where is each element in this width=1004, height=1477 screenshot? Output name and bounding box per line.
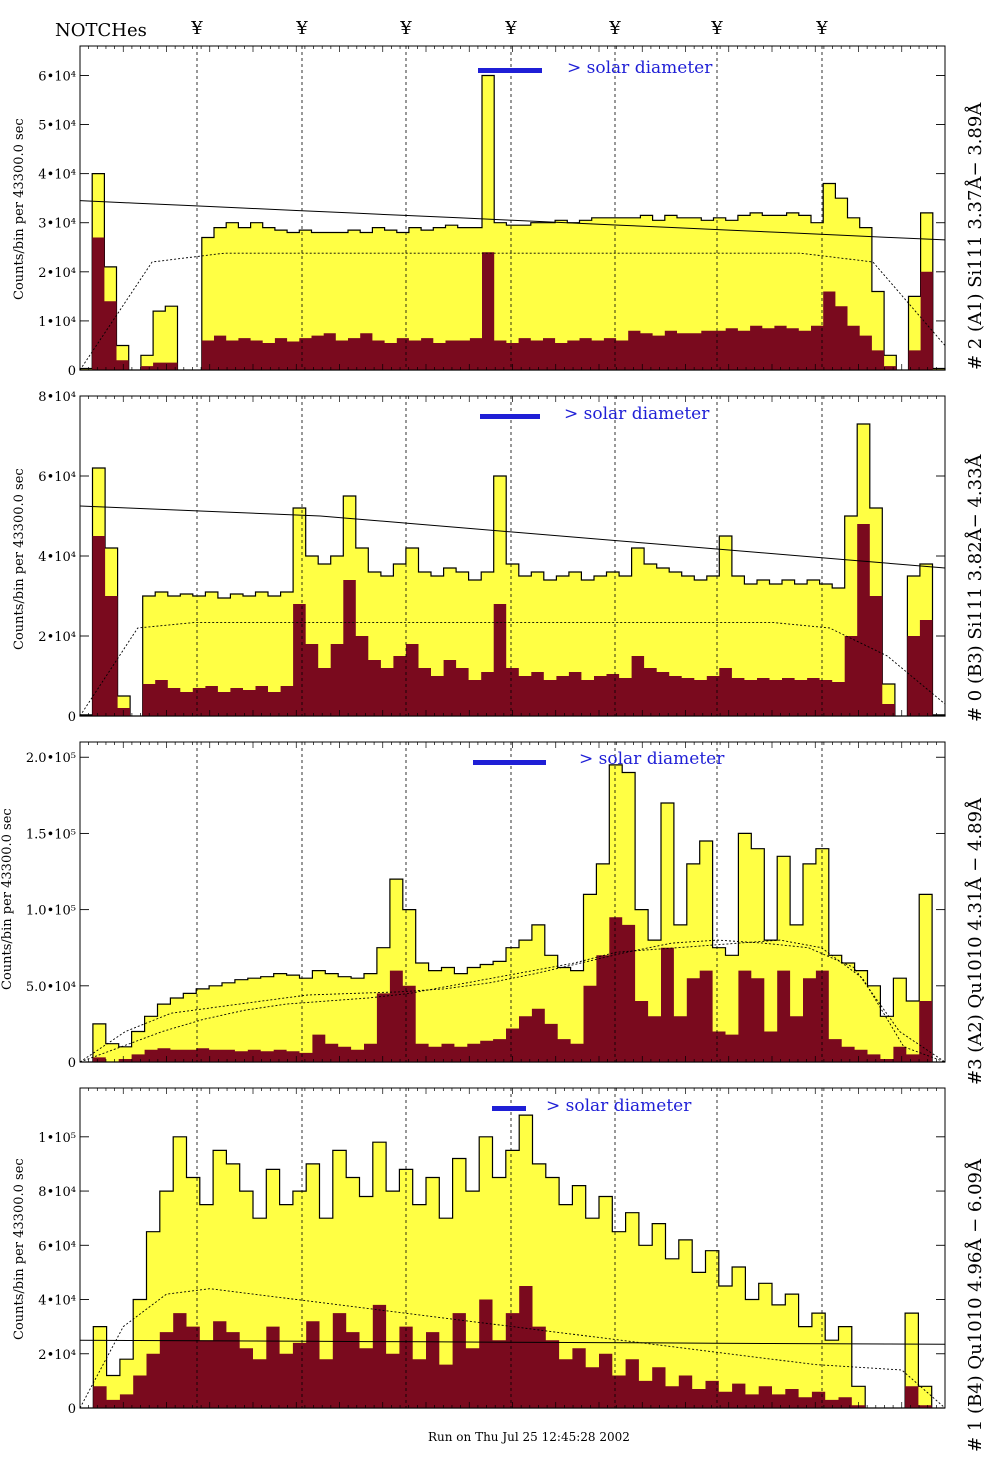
panel-3-model-line-1	[79, 939, 946, 1063]
solar-diameter-bar-1	[478, 68, 542, 73]
notch-marker-3: ¥	[400, 18, 412, 39]
panel-3-y-tick-label-3: 1.5•10⁵	[26, 827, 76, 842]
panel-3-y-tick-label-1: 5.0•10⁴	[26, 980, 76, 995]
panel-3-component-histogram	[80, 917, 945, 1062]
notch-marker-7: ¥	[816, 18, 828, 39]
panel-1-y-tick-label-4: 4•10⁴	[38, 168, 76, 183]
notch-marker-1: ¥	[191, 18, 203, 39]
y-axis-label-panel-4: Counts/bin per 43300.0 sec	[12, 1158, 27, 1340]
solar-diameter-label-3: > solar diameter	[579, 749, 725, 769]
panel-1-component-histogram	[80, 237, 945, 370]
panel-4-y-tick-label-5: 1•10⁵	[38, 1131, 76, 1146]
panel-title-1: # 2 (A1) Si111 3.37Å− 3.89Å	[965, 102, 986, 370]
solar-diameter-bar-4	[492, 1106, 526, 1111]
panel-1-y-tick-label-2: 2•10⁴	[38, 266, 76, 281]
panel-2-y-tick-label-1: 2•10⁴	[38, 630, 76, 645]
notches-label: NOTCHes	[55, 20, 147, 41]
solar-diameter-label-1: > solar diameter	[567, 58, 713, 78]
panel-4-y-tick-label-1: 2•10⁴	[38, 1348, 76, 1363]
y-axis-label-panel-1: Counts/bin per 43300.0 sec	[12, 118, 27, 300]
panel-1-y-tick-label-0: 0	[68, 364, 76, 379]
solar-diameter-bar-3	[473, 760, 546, 765]
panel-1-y-tick-label-1: 1•10⁴	[38, 315, 76, 330]
panel-4-total-histogram	[80, 1114, 945, 1409]
panel-4-model-line-1	[79, 1288, 946, 1409]
panel-1-y-tick-label-5: 5•10⁴	[38, 119, 76, 134]
panel-3-total-histogram	[80, 764, 945, 1063]
notch-marker-2: ¥	[296, 18, 308, 39]
panel-1-y-tick-label-6: 6•10⁴	[38, 69, 76, 84]
notch-marker-6: ¥	[711, 18, 723, 39]
panel-2-component-histogram	[80, 524, 945, 716]
panel-title-4: # 1 (B4) Qu1010 4.96Å − 6.09Å	[965, 1159, 986, 1452]
panel-2-y-tick-label-3: 6•10⁴	[38, 470, 76, 485]
y-axis-label-panel-2: Counts/bin per 43300.0 sec	[12, 468, 27, 650]
notch-marker-4: ¥	[505, 18, 517, 39]
panel-4-trend-line	[79, 1339, 946, 1345]
solar-diameter-bar-2	[480, 414, 540, 419]
panel-2-trend-line	[79, 505, 946, 569]
panel-1-trend-line	[79, 200, 946, 241]
panel-3-y-tick-label-2: 1.0•10⁵	[26, 904, 76, 919]
panel-2-y-tick-label-0: 0	[68, 710, 76, 725]
panel-4-y-tick-label-0: 0	[68, 1402, 76, 1417]
y-axis-label-panel-3: Counts/bin per 43300.0 sec	[0, 808, 15, 990]
panel-4-y-tick-label-4: 8•10⁴	[38, 1185, 76, 1200]
solar-diameter-label-4: > solar diameter	[546, 1096, 692, 1116]
panel-1-total-histogram	[79, 74, 946, 371]
panel-title-3: #3 (A2) Qu1010 4.31Å − 4.89Å	[965, 797, 986, 1085]
panel-4-component-histogram	[80, 1286, 945, 1408]
panel-2-model-line-1	[79, 621, 946, 717]
panel-4-y-tick-label-3: 6•10⁴	[38, 1239, 76, 1254]
notch-marker-5: ¥	[609, 18, 621, 39]
panel-3-y-tick-label-4: 2.0•10⁵	[26, 751, 76, 766]
run-timestamp: Run on Thu Jul 25 12:45:28 2002	[428, 1430, 630, 1444]
panel-2-y-tick-label-2: 4•10⁴	[38, 550, 76, 565]
panel-3-y-tick-label-0: 0	[68, 1056, 76, 1071]
solar-diameter-label-2: > solar diameter	[564, 404, 710, 424]
panel-4-y-tick-label-2: 4•10⁴	[38, 1294, 76, 1309]
panel-2-y-tick-label-4: 8•10⁴	[38, 390, 76, 405]
panel-title-2: # 0 (B3) Si111 3.82Å− 4.33Å	[965, 454, 986, 722]
panel-1-y-tick-label-3: 3•10⁴	[38, 217, 76, 232]
